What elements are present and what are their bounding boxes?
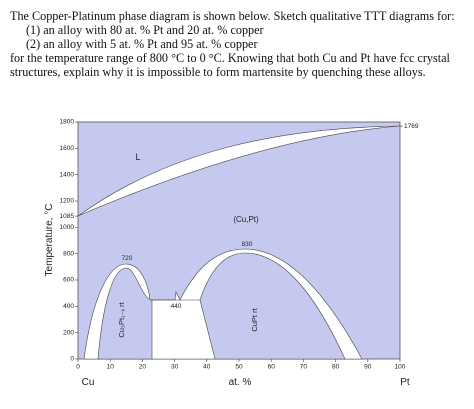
region-label: Cu₃Pt₁₋ₓ rt (117, 301, 126, 337)
x-end-label: Cu (82, 377, 95, 388)
x-tick-label: 20 (139, 364, 147, 371)
text-line: (1) an alloy with 80 at. % Pt and 20 at.… (26, 23, 264, 37)
text-line: structures, explain why it is impossible… (10, 65, 426, 79)
x-tick-label: 10 (107, 364, 115, 371)
right-tick-label: 1769 (404, 123, 419, 130)
text-line: The Copper-Platinum phase diagram is sho… (10, 9, 455, 23)
region-label: L (135, 152, 140, 162)
x-tick-label: 60 (268, 364, 276, 371)
x-tick-label: 90 (364, 364, 372, 371)
y-tick-label: 800 (63, 250, 74, 257)
x-tick-label: 40 (203, 364, 211, 371)
cu3pt-region (97, 267, 153, 360)
y-axis-label: Temperature, °C (44, 204, 55, 277)
x-axis-label: at. % (229, 377, 252, 388)
x-tick-label: 80 (332, 364, 340, 371)
text-line: for the temperature range of 800 °C to 0… (10, 51, 450, 65)
y-tick-label: 0 (70, 356, 74, 363)
y-tick-label: 1600 (60, 145, 75, 152)
y-tick-label: 1200 (60, 198, 75, 205)
y-tick-label: 200 (63, 329, 74, 336)
region-label: CuPt rt (250, 307, 259, 331)
region-label: (Cu,Pt) (233, 215, 259, 224)
y-tick-label: 400 (63, 303, 74, 310)
text-line: (2) an alloy with 5 at. % Pt and 95 at. … (26, 37, 258, 51)
x-tick-label: 70 (300, 364, 308, 371)
y-tick-label: 600 (63, 277, 74, 284)
y-tick-label: 1000 (60, 224, 75, 231)
cupt-region (199, 252, 346, 360)
y-tick-label: 1800 (60, 119, 75, 126)
point-label: 440 (171, 303, 182, 310)
x-tick-label: 100 (395, 364, 406, 371)
y-tick-label: 1085 (60, 213, 75, 220)
point-label: 830 (242, 241, 253, 248)
y-tick-label: 1400 (60, 171, 75, 178)
point-label: 720 (122, 255, 133, 262)
x-tick-label: 0 (76, 364, 80, 371)
x-tick-label: 50 (235, 364, 243, 371)
x-end-label: Pt (400, 377, 410, 388)
x-tick-label: 30 (171, 364, 179, 371)
